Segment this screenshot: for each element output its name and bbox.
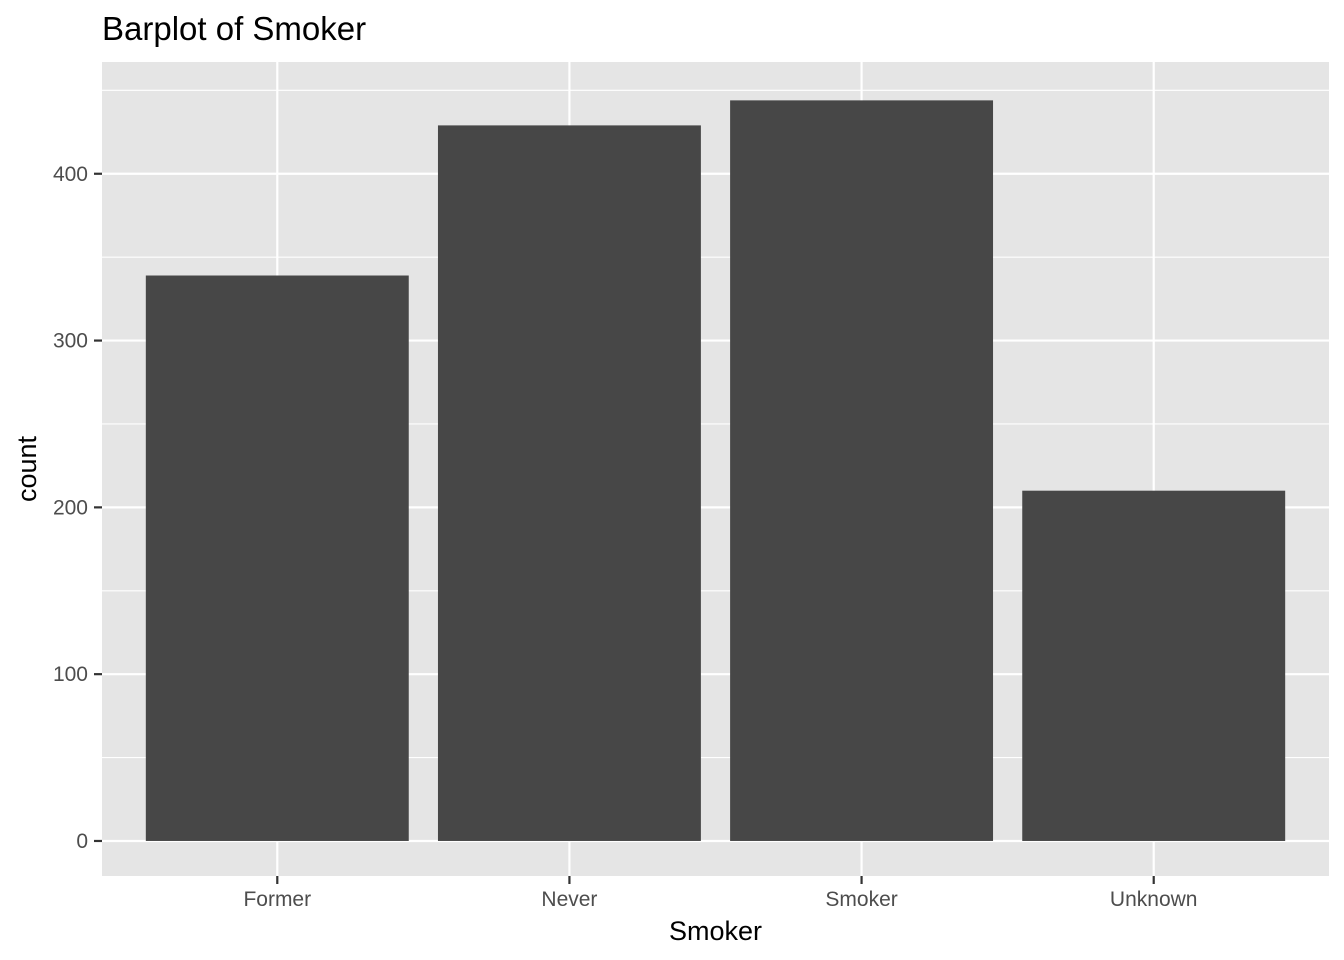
y-tick-label: 400 xyxy=(53,163,88,186)
x-axis-title: Smoker xyxy=(669,916,762,946)
x-tick-label: Former xyxy=(243,888,311,911)
x-axis: Former Never Smoker Unknown xyxy=(243,876,1197,911)
x-tick-label: Never xyxy=(541,888,597,911)
x-tick-label: Unknown xyxy=(1110,888,1198,911)
bar-never xyxy=(437,125,701,841)
y-tick-label: 0 xyxy=(76,830,88,853)
bar-unknown xyxy=(1022,490,1286,841)
x-tick-label: Smoker xyxy=(825,888,897,911)
chart-title: Barplot of Smoker xyxy=(102,10,366,47)
bar-smoker xyxy=(730,100,994,841)
y-tick-label: 100 xyxy=(53,663,88,686)
y-tick-label: 300 xyxy=(53,330,88,353)
y-axis-title: count xyxy=(12,435,42,502)
y-axis: 0 100 200 300 400 xyxy=(53,163,102,853)
y-tick-label: 200 xyxy=(53,496,88,519)
bar-former xyxy=(145,275,409,841)
bars xyxy=(145,100,1286,841)
